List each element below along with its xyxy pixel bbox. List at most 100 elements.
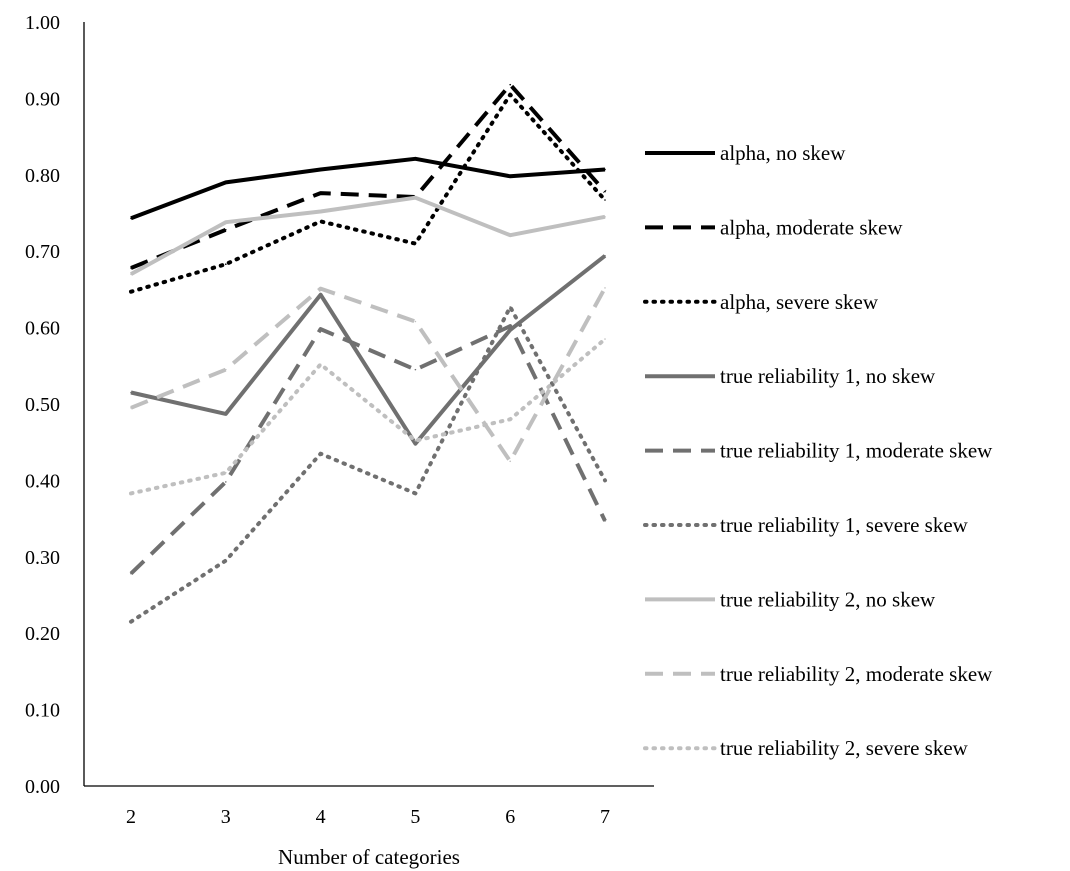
data-point — [319, 287, 322, 290]
y-tick-label: 0.30 — [25, 547, 60, 569]
data-point — [130, 391, 132, 394]
x-tick-label: 6 — [505, 806, 515, 828]
data-point — [414, 368, 417, 371]
axes — [83, 22, 654, 787]
data-point — [225, 229, 227, 231]
data-point — [414, 196, 417, 199]
series-path — [130, 156, 606, 221]
legend-item: true reliability 1, severe skew — [643, 513, 969, 537]
data-point — [604, 287, 606, 289]
data-point — [319, 210, 322, 213]
data-point — [130, 290, 132, 293]
data-point — [225, 221, 227, 223]
data-point — [509, 306, 512, 308]
legend-item: alpha, severe skew — [643, 290, 879, 314]
data-point — [604, 199, 606, 201]
y-tick-label: 0.70 — [25, 241, 60, 263]
y-tick-label: 1.00 — [25, 12, 60, 34]
legend-label: true reliability 1, moderate skew — [720, 439, 993, 463]
data-point — [604, 338, 606, 340]
legend-item: true reliability 2, no skew — [645, 587, 936, 611]
legend-label: true reliability 1, no skew — [720, 364, 936, 388]
x-tick-label: 7 — [600, 806, 610, 828]
data-point — [604, 254, 606, 257]
data-point — [509, 93, 512, 96]
y-tick-label: 0.00 — [25, 776, 60, 798]
y-tick-label: 0.90 — [25, 88, 60, 110]
data-point — [225, 368, 227, 371]
series-path — [130, 195, 606, 276]
legend-item: true reliability 1, moderate skew — [645, 439, 993, 463]
legend: alpha, no skew alpha, moderate skew alpha,… — [643, 141, 993, 760]
data-point — [225, 471, 227, 474]
data-point — [319, 328, 322, 330]
data-point — [509, 418, 512, 421]
series-path — [130, 82, 607, 270]
data-point — [414, 157, 417, 160]
y-tick-label: 0.80 — [25, 165, 60, 187]
series-path — [129, 305, 607, 624]
data-point — [509, 175, 512, 178]
series-path — [130, 286, 607, 464]
data-point — [414, 492, 417, 495]
data-point — [604, 520, 606, 522]
data-point — [509, 83, 512, 86]
legend-label: true reliability 2, no skew — [720, 587, 936, 611]
series-line — [130, 286, 607, 464]
y-tick-label: 0.40 — [25, 470, 60, 492]
x-tick-label: 5 — [410, 806, 420, 828]
data-point — [414, 320, 417, 323]
y-tick-label: 0.10 — [25, 700, 60, 722]
series-line — [130, 254, 607, 446]
data-point — [319, 220, 322, 223]
data-point — [130, 267, 132, 269]
legend-label: alpha, moderate skew — [720, 215, 903, 239]
y-tick-label: 0.60 — [25, 318, 60, 340]
data-point — [225, 481, 227, 483]
x-tick-label: 4 — [316, 806, 326, 828]
legend-item: true reliability 2, moderate skew — [645, 662, 993, 686]
legend-item: alpha, moderate skew — [645, 215, 903, 239]
series-path — [129, 92, 607, 294]
data-point — [225, 181, 227, 184]
series-line — [129, 305, 607, 624]
legend-label: true reliability 2, severe skew — [720, 736, 969, 760]
legend-item: alpha, no skew — [645, 141, 846, 165]
legend-label: alpha, severe skew — [720, 290, 879, 314]
x-tick-label: 3 — [221, 806, 231, 828]
y-tick-label: 0.20 — [25, 623, 60, 645]
x-tick-label: 2 — [126, 806, 136, 828]
x-tick-labels: 2 3 4 5 6 7 — [126, 806, 610, 828]
legend-item: true reliability 1, no skew — [645, 364, 936, 388]
series-line — [129, 324, 607, 576]
data-point — [319, 452, 322, 455]
data-point — [130, 492, 132, 495]
data-point — [604, 216, 606, 218]
y-tick-labels: 0.00 0.10 0.20 0.30 0.40 0.50 0.60 0.70 0.80 0.90… — [25, 12, 60, 798]
series-lines — [129, 82, 607, 624]
data-point — [509, 460, 512, 463]
series-path — [130, 254, 607, 446]
series-line — [129, 337, 607, 496]
data-point — [225, 559, 227, 562]
data-point — [319, 293, 322, 296]
data-point — [130, 620, 132, 623]
data-point — [130, 407, 132, 409]
data-point — [319, 363, 322, 366]
series-line — [130, 156, 606, 221]
data-point — [319, 168, 322, 171]
data-point — [414, 439, 417, 442]
data-point — [130, 217, 132, 220]
legend-label: true reliability 2, moderate skew — [720, 662, 993, 686]
data-point — [130, 572, 132, 575]
data-point — [604, 479, 606, 482]
data-point — [414, 242, 417, 245]
data-point — [319, 192, 322, 194]
data-point — [509, 234, 512, 236]
series-line — [129, 92, 607, 294]
series-path — [129, 324, 607, 576]
data-point — [509, 325, 512, 327]
legend-label: true reliability 1, severe skew — [720, 513, 969, 537]
data-point — [225, 263, 227, 265]
